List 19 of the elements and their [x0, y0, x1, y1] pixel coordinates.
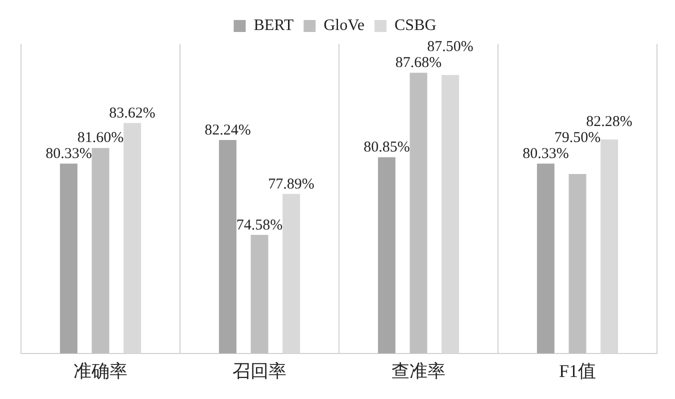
data-label: 82.24% — [204, 122, 251, 138]
data-label: 80.33% — [522, 146, 569, 162]
data-label: 83.62% — [109, 105, 156, 122]
data-label: 87.50% — [427, 39, 474, 56]
data-label: 77.89% — [268, 176, 314, 192]
data-label: 79.50% — [554, 130, 601, 146]
x-tick-label: 召回率 — [232, 360, 286, 381]
legend-label: GloVe — [324, 17, 365, 34]
x-tick-label: 查准率 — [392, 360, 446, 381]
data-label: 80.33% — [46, 146, 92, 162]
data-label: 87.68% — [395, 55, 442, 72]
data-label: 74.58% — [236, 217, 283, 234]
x-tick-label: F1值 — [558, 360, 596, 381]
data-label: 81.60% — [77, 130, 124, 146]
legend-label: BERT — [254, 17, 294, 34]
data-label: 82.28% — [586, 114, 632, 130]
data-label: 80.85% — [364, 140, 410, 156]
legend-label: CSBG — [394, 17, 437, 34]
x-tick-label: 准确率 — [74, 360, 128, 381]
